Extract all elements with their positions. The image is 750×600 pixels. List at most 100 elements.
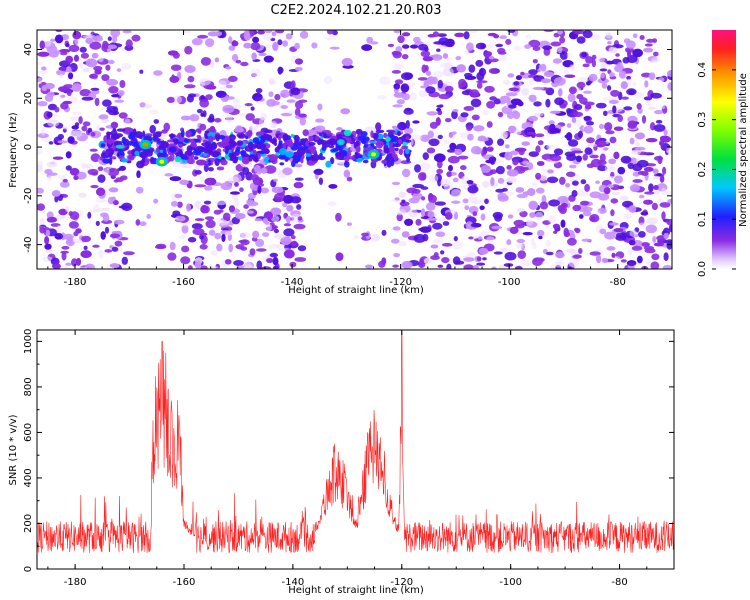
heatmap-cell bbox=[620, 81, 628, 89]
heatmap-cell bbox=[584, 183, 590, 192]
heatmap-cell bbox=[381, 229, 387, 236]
heatmap-cell bbox=[591, 54, 597, 60]
heatmap-cell bbox=[326, 30, 334, 35]
heatmap-cell bbox=[527, 188, 536, 196]
heatmap-cell bbox=[394, 79, 404, 85]
heatmap-cell bbox=[458, 78, 467, 88]
heatmap-hotspot bbox=[159, 159, 165, 164]
heatmap-cell bbox=[435, 117, 441, 126]
heatmap-cell bbox=[228, 134, 236, 141]
heatmap-cell bbox=[276, 243, 282, 249]
heatmap-cell bbox=[344, 160, 348, 165]
heatmap-cell bbox=[566, 171, 576, 178]
heatmap-cell bbox=[174, 193, 183, 199]
heatmap-cell bbox=[466, 42, 474, 51]
heatmap-cell bbox=[98, 56, 104, 63]
heatmap-cell bbox=[452, 177, 459, 183]
heatmap-cell bbox=[115, 144, 125, 149]
spectrogram-y-axis: -40 -20 0 20 40 bbox=[23, 43, 672, 253]
heatmap-cell bbox=[71, 83, 82, 92]
heatmap-cell bbox=[282, 40, 288, 47]
heatmap-cell bbox=[262, 34, 273, 41]
heatmap-cell bbox=[47, 119, 60, 127]
heatmap-cell bbox=[247, 210, 254, 214]
y-tick-label: -40 bbox=[23, 236, 34, 252]
heatmap-cell bbox=[71, 258, 78, 267]
heatmap-cell bbox=[438, 93, 451, 100]
heatmap-cell bbox=[365, 264, 373, 269]
heatmap-cell bbox=[401, 54, 409, 60]
heatmap-cell bbox=[621, 96, 629, 100]
heatmap-cell bbox=[635, 141, 640, 147]
heatmap-cell bbox=[44, 236, 49, 245]
heatmap-cell bbox=[183, 155, 190, 160]
heatmap-cell bbox=[236, 140, 244, 146]
heatmap-cell bbox=[516, 238, 526, 244]
heatmap-cell bbox=[567, 93, 576, 103]
heatmap-cell bbox=[178, 235, 186, 239]
heatmap-cell bbox=[107, 36, 112, 41]
heatmap-cell bbox=[142, 148, 147, 154]
heatmap-cell bbox=[497, 51, 507, 55]
heatmap-cell bbox=[76, 171, 87, 180]
heatmap-cell bbox=[393, 83, 401, 90]
heatmap-cell bbox=[397, 138, 403, 145]
heatmap-cell bbox=[164, 173, 174, 177]
heatmap-cell bbox=[667, 70, 672, 77]
heatmap-cell bbox=[514, 224, 525, 229]
heatmap-cell bbox=[568, 86, 577, 95]
heatmap-cell bbox=[440, 250, 445, 255]
heatmap-cell bbox=[517, 250, 526, 259]
heatmap-cell bbox=[392, 264, 399, 268]
heatmap-cell bbox=[434, 201, 446, 206]
heatmap-cell bbox=[245, 33, 251, 41]
heatmap-cell bbox=[401, 199, 406, 204]
heatmap-cell bbox=[428, 174, 439, 183]
heatmap-hotspot bbox=[143, 142, 148, 147]
heatmap-cell bbox=[626, 260, 637, 267]
heatmap-cell bbox=[285, 151, 294, 158]
heatmap-cell bbox=[596, 56, 605, 64]
heatmap-cell bbox=[463, 106, 475, 111]
heatmap-cell bbox=[566, 248, 575, 253]
heatmap-cell bbox=[264, 165, 277, 174]
heatmap-cell bbox=[235, 244, 245, 250]
heatmap-cell bbox=[386, 129, 396, 133]
x-tick-label: -140 bbox=[281, 277, 304, 288]
heatmap-cell bbox=[167, 50, 179, 56]
heatmap-cell bbox=[68, 144, 78, 148]
heatmap-cell bbox=[436, 48, 441, 52]
heatmap-cell bbox=[228, 176, 240, 184]
heatmap-cell bbox=[563, 227, 569, 237]
heatmap-cell bbox=[291, 160, 296, 168]
heatmap-cell bbox=[488, 55, 494, 60]
heatmap-cell bbox=[242, 166, 250, 175]
heatmap-cell bbox=[402, 32, 411, 37]
y-tick-label: 20 bbox=[23, 92, 34, 105]
heatmap-cell bbox=[106, 132, 111, 140]
heatmap-cell bbox=[149, 124, 156, 134]
heatmap-cell bbox=[620, 155, 632, 164]
heatmap-cell bbox=[629, 184, 641, 193]
heatmap-cell bbox=[636, 103, 642, 110]
heatmap-cell bbox=[645, 224, 657, 234]
heatmap-cell bbox=[113, 179, 119, 183]
heatmap-cell bbox=[568, 258, 580, 268]
heatmap-cell bbox=[632, 81, 637, 87]
heatmap-cell bbox=[47, 91, 55, 98]
heatmap-cell bbox=[199, 175, 206, 183]
heatmap-cell bbox=[199, 244, 208, 250]
heatmap-cell bbox=[362, 159, 369, 164]
heatmap-cell bbox=[296, 204, 302, 210]
heatmap-cell bbox=[81, 125, 88, 132]
heatmap-cell bbox=[543, 71, 555, 77]
heatmap-cell bbox=[77, 266, 88, 269]
heatmap-cell bbox=[207, 159, 212, 167]
heatmap-cell bbox=[180, 256, 191, 265]
heatmap-cell bbox=[271, 31, 277, 37]
heatmap-cell bbox=[451, 200, 461, 204]
heatmap-cell bbox=[431, 54, 443, 61]
heatmap-cell bbox=[627, 120, 637, 129]
heatmap-cell bbox=[355, 140, 360, 147]
heatmap-cell bbox=[615, 235, 627, 241]
